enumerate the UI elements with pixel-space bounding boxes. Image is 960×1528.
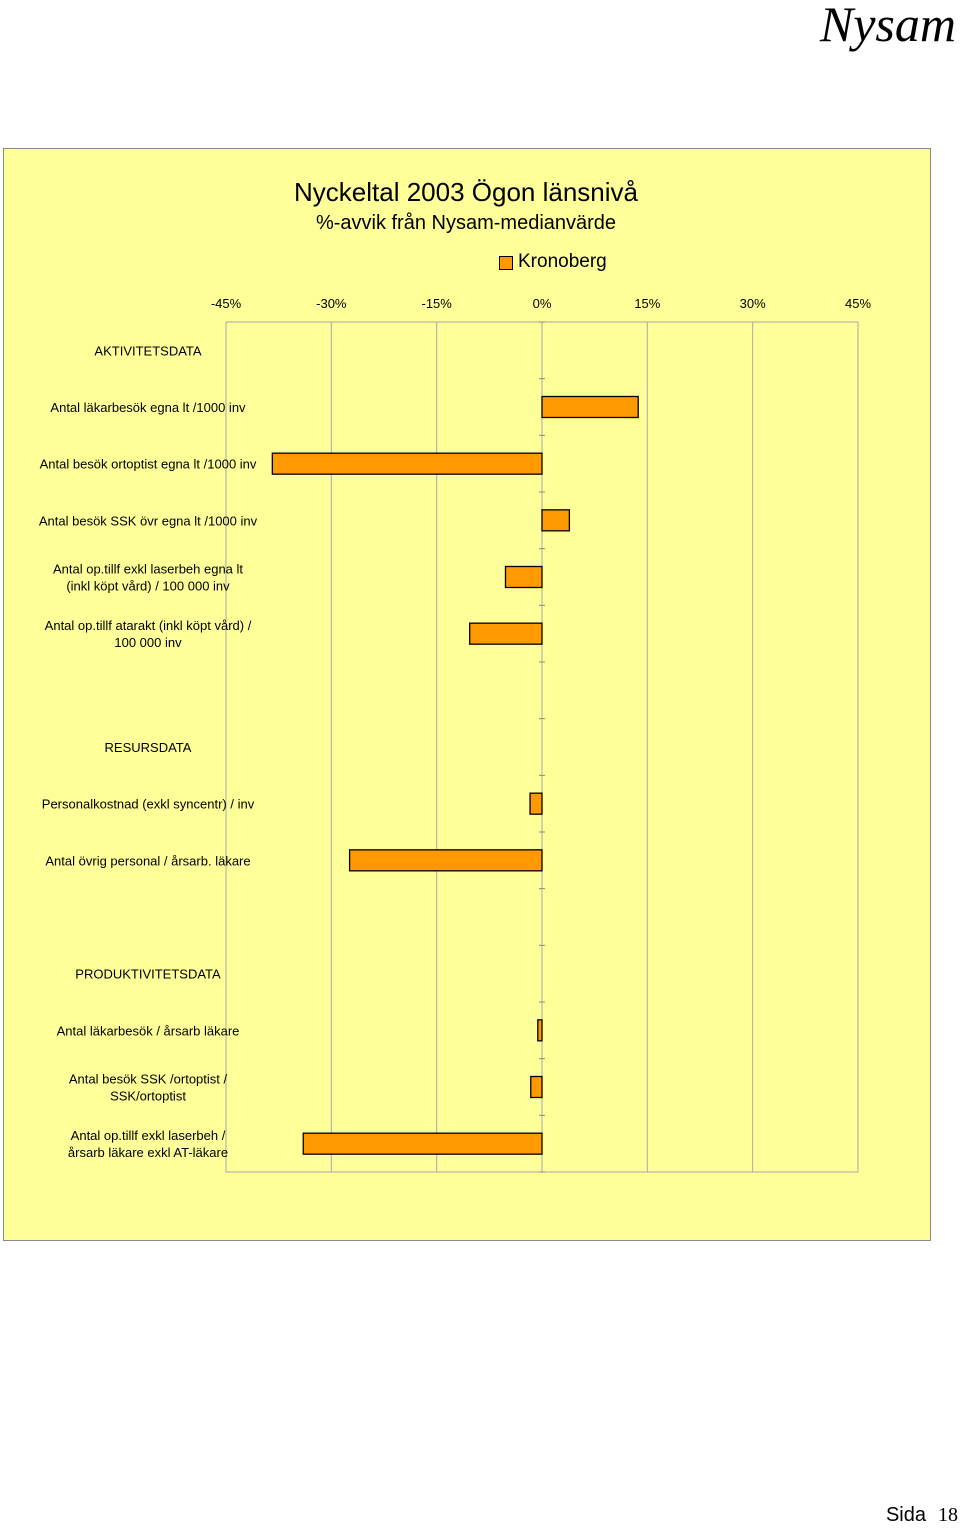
x-tick-label: -45% bbox=[211, 296, 242, 311]
category-label: Antal op.tillf exkl laserbeh / bbox=[71, 1128, 226, 1143]
bar bbox=[541, 395, 639, 419]
bar bbox=[469, 622, 543, 645]
category-label: årsarb läkare exkl AT-läkare bbox=[68, 1145, 228, 1160]
category-label: Antal läkarbesök / årsarb läkare bbox=[57, 1023, 240, 1038]
chart-panel bbox=[3, 148, 931, 1241]
x-tick-label: 15% bbox=[634, 296, 660, 311]
bar bbox=[504, 565, 543, 589]
category-label: AKTIVITETSDATA bbox=[94, 343, 201, 358]
category-label: Antal övrig personal / årsarb. läkare bbox=[45, 853, 250, 868]
x-tick-label: 30% bbox=[740, 296, 766, 311]
category-label: 100 000 inv bbox=[114, 635, 182, 650]
chart-title: Nyckeltal 2003 Ögon länsnivå bbox=[294, 177, 638, 207]
page-number: 18 bbox=[938, 1504, 958, 1526]
category-label: RESURSDATA bbox=[105, 740, 192, 755]
legend-label: Kronoberg bbox=[518, 251, 607, 272]
category-label: PRODUKTIVITETSDATA bbox=[75, 967, 221, 982]
legend-swatch bbox=[499, 256, 513, 270]
bar bbox=[537, 1019, 543, 1042]
category-label: Personalkostnad (exkl syncentr) / inv bbox=[42, 797, 255, 812]
x-tick-label: -15% bbox=[421, 296, 452, 311]
header-brand: Nysam bbox=[819, 0, 956, 52]
chart-subtitle: %-avvik från Nysam-medianvärde bbox=[315, 212, 617, 234]
x-tick-label: 0% bbox=[533, 296, 552, 311]
category-label: Antal läkarbesök egna lt /1000 inv bbox=[50, 400, 246, 415]
category-label: Antal besök ortoptist egna lt /1000 inv bbox=[40, 457, 257, 472]
x-tick-label: 45% bbox=[845, 296, 871, 311]
category-label: Antal besök SSK /ortoptist / bbox=[69, 1072, 228, 1087]
chart-legend: Kronoberg bbox=[499, 250, 607, 274]
category-label: Antal op.tillf exkl laserbeh egna lt bbox=[53, 562, 243, 577]
category-label: SSK/ortoptist bbox=[110, 1089, 186, 1104]
category-label: Antal op.tillf atarakt (inkl köpt vård) … bbox=[45, 618, 252, 633]
bar bbox=[541, 509, 571, 532]
bar bbox=[530, 1075, 543, 1099]
bar bbox=[302, 1132, 543, 1155]
page-footer: Sida 18 bbox=[886, 1502, 958, 1528]
page-label: Sida bbox=[885, 1504, 926, 1526]
x-tick-label: -30% bbox=[316, 296, 347, 311]
category-label: Antal besök SSK övr egna lt /1000 inv bbox=[39, 513, 258, 528]
category-label: (inkl köpt vård) / 100 000 inv bbox=[66, 579, 230, 594]
bar bbox=[529, 792, 543, 815]
bar bbox=[348, 849, 543, 872]
bar bbox=[271, 452, 543, 475]
